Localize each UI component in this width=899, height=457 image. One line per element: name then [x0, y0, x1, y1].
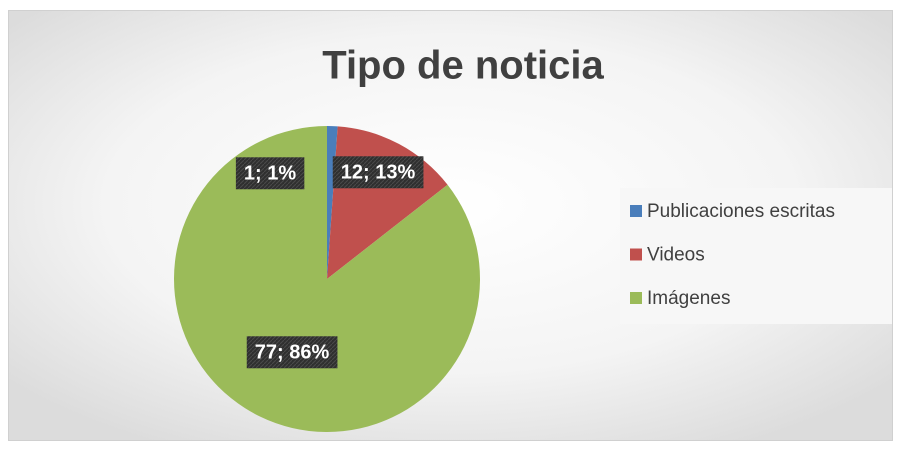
legend-label: Publicaciones escritas [647, 201, 835, 222]
chart-title: Tipo de noticia [322, 44, 604, 88]
legend-swatch [630, 292, 642, 304]
data-label: 77; 86% [255, 341, 330, 363]
legend [620, 188, 892, 324]
data-label-box [332, 156, 424, 189]
data-label-box [246, 336, 338, 369]
data-label: 12; 13% [341, 161, 416, 183]
data-label: 1; 1% [244, 162, 296, 184]
legend-label: Videos [647, 245, 705, 266]
data-label-box [235, 157, 305, 190]
legend-swatch [630, 248, 642, 261]
legend-swatch [630, 205, 642, 217]
legend-label: Imágenes [647, 288, 730, 309]
